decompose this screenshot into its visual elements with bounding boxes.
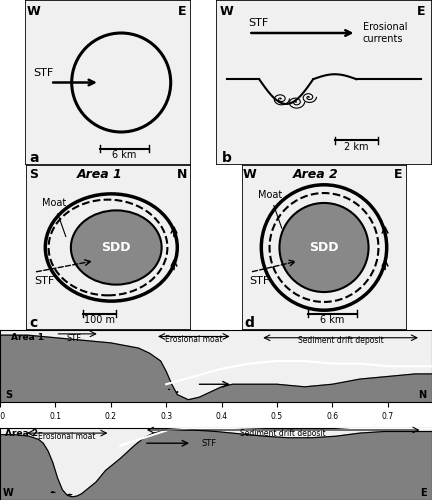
Text: Moat: Moat xyxy=(42,198,66,236)
Text: E: E xyxy=(178,5,187,18)
Text: W: W xyxy=(27,5,41,18)
Text: 2 km: 2 km xyxy=(344,142,368,152)
Circle shape xyxy=(280,203,368,292)
FancyBboxPatch shape xyxy=(216,0,432,165)
Text: Area 2: Area 2 xyxy=(293,168,339,181)
Text: STF: STF xyxy=(202,438,217,448)
Ellipse shape xyxy=(71,210,162,284)
Text: 6 km: 6 km xyxy=(112,150,137,160)
Text: E: E xyxy=(394,168,403,181)
Text: b: b xyxy=(222,152,232,166)
Text: E: E xyxy=(417,5,426,18)
Text: STF: STF xyxy=(248,18,269,28)
Text: E: E xyxy=(421,488,427,498)
Text: STF: STF xyxy=(34,68,54,78)
FancyBboxPatch shape xyxy=(241,165,407,330)
Text: Sediment drift deposit: Sediment drift deposit xyxy=(240,429,326,438)
Text: STF: STF xyxy=(34,276,54,285)
Text: W: W xyxy=(3,488,13,498)
Text: 6 km: 6 km xyxy=(320,315,344,325)
Text: Erosional moat: Erosional moat xyxy=(38,432,96,440)
FancyBboxPatch shape xyxy=(25,165,191,330)
Text: Area 2: Area 2 xyxy=(5,429,38,438)
Text: Sediment drift deposit: Sediment drift deposit xyxy=(298,336,384,345)
Text: N: N xyxy=(177,168,187,181)
Polygon shape xyxy=(0,335,432,402)
Text: W: W xyxy=(243,168,257,181)
Polygon shape xyxy=(0,430,432,500)
Text: Area 1: Area 1 xyxy=(11,332,44,342)
Text: S: S xyxy=(29,168,38,181)
Text: N: N xyxy=(418,390,426,400)
Text: a: a xyxy=(29,152,38,166)
Text: Erosional
currents: Erosional currents xyxy=(363,22,407,44)
Text: S: S xyxy=(6,390,13,400)
Text: c: c xyxy=(30,316,38,330)
Text: W: W xyxy=(220,5,234,18)
Text: Area 1: Area 1 xyxy=(77,168,123,181)
FancyBboxPatch shape xyxy=(25,0,191,165)
Text: 100 m: 100 m xyxy=(84,315,115,325)
Text: SDD: SDD xyxy=(309,241,339,254)
Text: Moat: Moat xyxy=(258,190,282,228)
Text: STF: STF xyxy=(67,334,82,343)
Text: SDD: SDD xyxy=(102,241,131,254)
Text: STF: STF xyxy=(250,276,270,285)
Text: Erosional moat: Erosional moat xyxy=(165,334,222,344)
Text: d: d xyxy=(245,316,255,330)
